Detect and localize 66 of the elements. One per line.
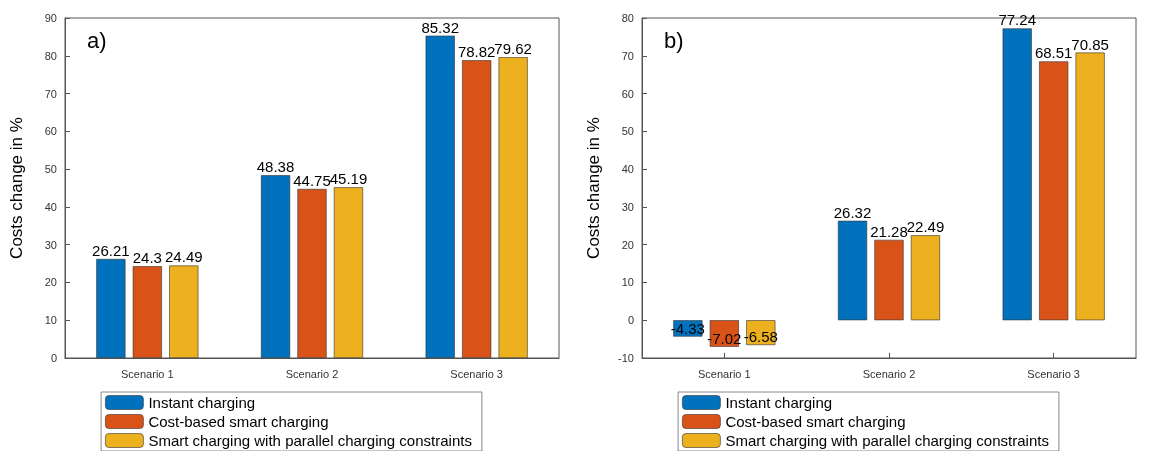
legend-label: Cost-based smart charging [148,413,329,430]
bar [1039,61,1069,321]
y-tick-label: 40 [621,163,634,176]
data-label: 48.38 [256,158,295,176]
legend-label: Instant charging [725,394,833,411]
y-tick-label: 0 [50,352,57,364]
bar [1002,28,1032,321]
bar [96,258,126,358]
bar [837,220,868,321]
bar [333,187,364,358]
data-label: 24.49 [165,248,203,266]
y-tick-label: 10 [621,276,634,289]
x-tick-label: Scenario 3 [1027,367,1080,380]
legend-label: Smart charging with parallel charging constraints [148,432,472,449]
y-tick-label: 90 [44,12,57,24]
data-label: 77.24 [998,11,1036,29]
y-tick-label: 80 [621,12,634,24]
data-label: 85.32 [421,18,459,36]
data-label: 68.51 [1034,44,1073,62]
y-tick-label: 20 [621,238,634,251]
bar [498,57,528,358]
x-tick-label: Scenario 1 [121,367,174,380]
y-tick-label: 80 [44,49,57,62]
legend-label: Smart charging with parallel charging constraints [725,432,1049,449]
bar [260,175,291,358]
x-tick-label: Scenario 1 [698,367,751,380]
y-tick-label: 70 [44,87,57,100]
data-label: 22.49 [906,218,945,236]
x-tick-label: Scenario 2 [862,367,916,380]
data-label: 26.21 [92,241,130,259]
bar [874,239,904,321]
data-label: 45.19 [329,170,368,188]
x-tick-label: Scenario 3 [450,367,503,380]
y-tick-label: 60 [621,87,634,100]
bar [1075,52,1105,321]
data-label: 78.82 [457,43,496,61]
y-tick-label: 30 [44,238,57,251]
data-label: 79.62 [494,40,532,58]
bar [169,265,199,358]
chart-title: b) [664,27,684,53]
data-label: 70.85 [1071,35,1109,53]
legend-label: Instant charging [148,394,256,411]
y-tick-label: 40 [44,200,57,213]
y-tick-label: 10 [44,314,57,327]
bar [425,35,455,358]
data-label: 24.3 [132,249,162,267]
bar [132,266,162,358]
y-tick-label: 30 [621,200,634,213]
y-axis-title: Costs change in % [7,117,26,259]
bar [462,60,492,358]
chart-title: a) [87,27,107,53]
legend-label: Cost-based smart charging [725,413,906,430]
bar [910,235,941,321]
y-axis-title: Costs change in % [584,117,603,259]
y-tick-label: 50 [621,125,634,138]
y-tick-label: 60 [44,125,57,138]
y-tick-label: -10 [618,352,634,364]
x-tick-label: Scenario 2 [285,367,339,380]
data-label: 44.75 [293,171,331,189]
y-tick-label: 20 [44,276,57,289]
y-tick-label: 50 [44,163,57,176]
y-tick-label: 70 [621,49,634,62]
bar [297,188,327,358]
data-label: 26.32 [833,203,872,221]
y-tick-label: 0 [627,314,634,327]
data-label: 21.28 [870,222,908,240]
